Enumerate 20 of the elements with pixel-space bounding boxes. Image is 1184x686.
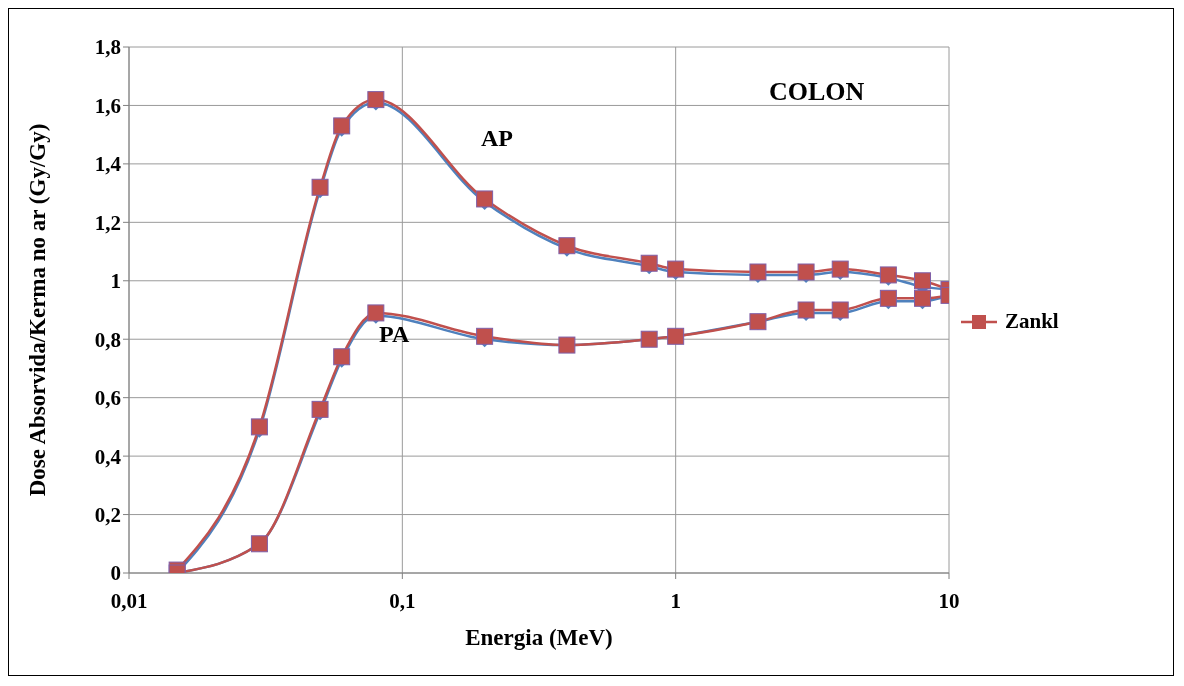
y-tick-label: 1,6 bbox=[94, 93, 121, 118]
y-tick-label: 0,4 bbox=[94, 444, 122, 469]
y-axis-title: Dose Absorvida/Kerma no ar (Gy/Gy) bbox=[25, 123, 51, 497]
y-tick-label: 0,6 bbox=[94, 386, 121, 411]
y-tick-label: 0,8 bbox=[94, 327, 121, 352]
y-tick-label: 1,8 bbox=[94, 35, 121, 60]
y-tick-label: 1,2 bbox=[94, 210, 121, 235]
x-tick-label: 0,1 bbox=[389, 588, 416, 613]
annotation: PA bbox=[379, 321, 410, 348]
y-tick-label: 0 bbox=[110, 561, 121, 586]
legend-label: Zankl bbox=[1005, 309, 1059, 334]
y-tick-label: 1,4 bbox=[94, 152, 122, 177]
x-tick-label: 10 bbox=[938, 588, 960, 613]
annotation: AP bbox=[481, 125, 513, 152]
y-tick-label: 1 bbox=[110, 269, 121, 294]
x-tick-label: 1 bbox=[670, 588, 681, 613]
x-tick-label: 0,01 bbox=[110, 588, 148, 613]
annotation: COLON bbox=[769, 77, 865, 107]
x-axis-title: Energia (MeV) bbox=[465, 625, 613, 650]
y-tick-label: 0,2 bbox=[94, 503, 121, 528]
